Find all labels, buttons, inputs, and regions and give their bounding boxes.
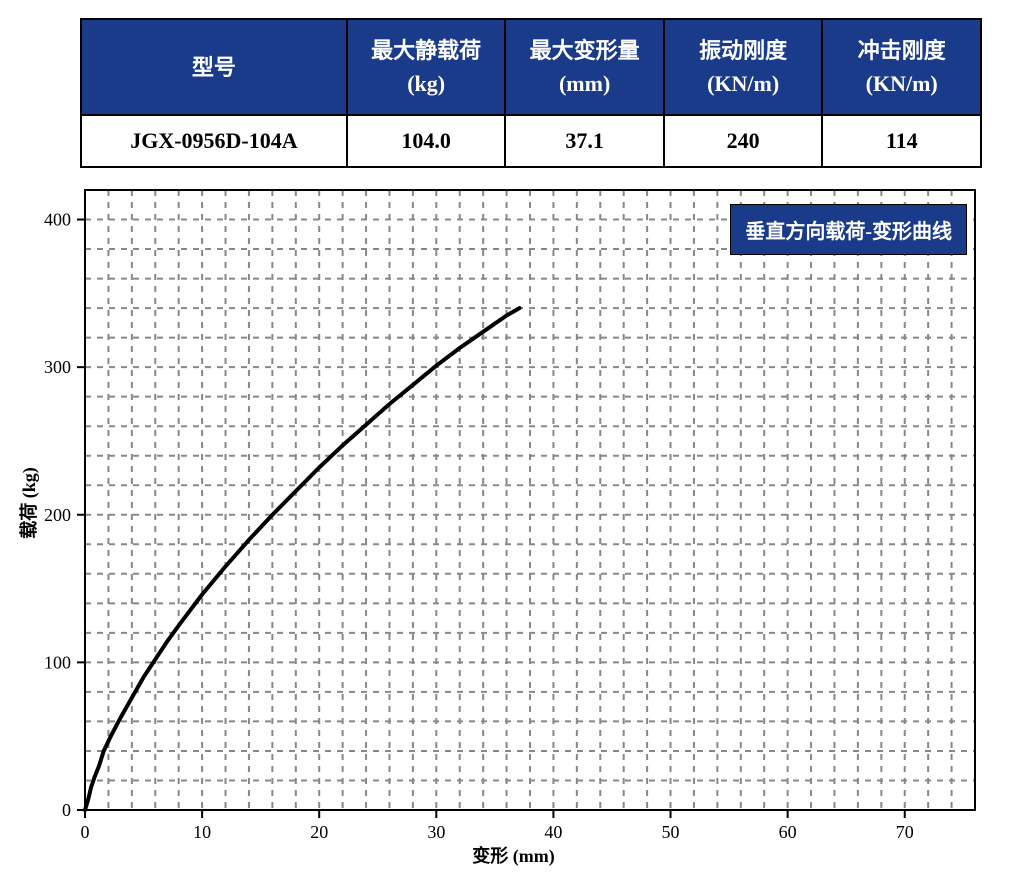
cell-max-load: 104.0: [347, 115, 506, 167]
svg-text:20: 20: [310, 822, 328, 842]
svg-text:0: 0: [62, 800, 71, 820]
chart-legend: 垂直方向载荷-变形曲线: [730, 204, 967, 255]
col-header-max-deformation: 最大变形量(mm): [505, 19, 664, 115]
table-header-row: 型号 最大静载荷(kg) 最大变形量(mm) 振动刚度(KN/m) 冲击刚度(K…: [81, 19, 981, 115]
svg-text:300: 300: [44, 357, 71, 377]
x-axis-label: 变形 (mm): [0, 842, 1027, 868]
y-axis-label: 载荷 (kg): [15, 467, 41, 539]
spec-table: 型号 最大静载荷(kg) 最大变形量(mm) 振动刚度(KN/m) 冲击刚度(K…: [80, 18, 982, 168]
svg-text:40: 40: [544, 822, 562, 842]
chart-svg: 0 10 20 30 40 50 60 70 0 100 200 300 400: [0, 170, 1027, 870]
col-header-vibration-stiffness: 振动刚度(KN/m): [664, 19, 823, 115]
col-header-impact-stiffness: 冲击刚度(KN/m): [822, 19, 981, 115]
cell-max-deformation: 37.1: [505, 115, 664, 167]
cell-model: JGX-0956D-104A: [81, 115, 347, 167]
cell-vibration-stiffness: 240: [664, 115, 823, 167]
svg-text:60: 60: [779, 822, 797, 842]
svg-text:200: 200: [44, 505, 71, 525]
svg-text:10: 10: [193, 822, 211, 842]
svg-text:100: 100: [44, 652, 71, 672]
svg-text:50: 50: [662, 822, 680, 842]
svg-text:0: 0: [81, 822, 90, 842]
chart-container: 0 10 20 30 40 50 60 70 0 100 200 300 400 载荷 (kg) 变形 …: [0, 170, 1027, 870]
col-header-max-load: 最大静载荷(kg): [347, 19, 506, 115]
col-header-model: 型号: [81, 19, 347, 115]
svg-text:400: 400: [44, 210, 71, 230]
svg-text:30: 30: [427, 822, 445, 842]
svg-text:70: 70: [896, 822, 914, 842]
table-row: JGX-0956D-104A 104.0 37.1 240 114: [81, 115, 981, 167]
cell-impact-stiffness: 114: [822, 115, 981, 167]
